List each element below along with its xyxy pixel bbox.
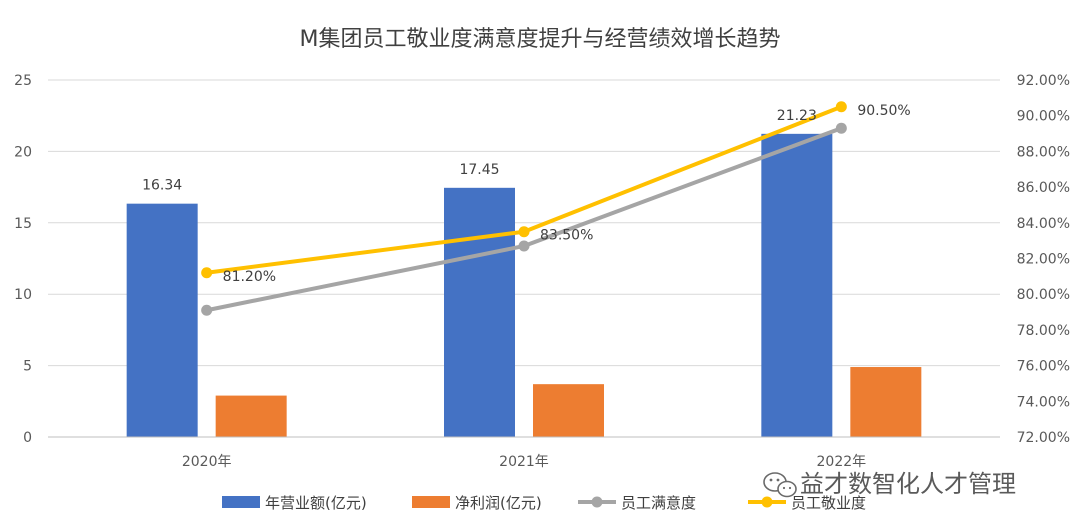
left-tick-label: 0	[23, 430, 32, 446]
bar-data-label: 17.45	[459, 162, 499, 178]
bar	[126, 203, 198, 437]
line-point	[201, 304, 213, 316]
line-point	[518, 226, 530, 238]
x-tick-label: 2022年	[817, 454, 867, 470]
line-data-label: 83.50%	[540, 228, 593, 244]
right-tick-label: 88.00%	[1017, 144, 1070, 160]
left-tick-label: 5	[23, 359, 32, 375]
legend-swatch	[412, 496, 450, 508]
left-tick-label: 10	[14, 287, 32, 303]
chart-title: M集团员工敬业度满意度提升与经营绩效增长趋势	[300, 27, 781, 52]
right-tick-label: 72.00%	[1017, 430, 1070, 446]
right-tick-label: 90.00%	[1017, 109, 1070, 125]
legend-swatch	[222, 496, 260, 508]
watermark: 益才数智化人才管理	[763, 470, 1016, 498]
wechat-icon	[763, 472, 797, 498]
legend-marker	[761, 496, 773, 508]
left-tick-label: 20	[14, 144, 32, 160]
bar	[533, 384, 604, 437]
series-line	[206, 126, 843, 313]
legend-label: 年营业额(亿元)	[265, 494, 367, 512]
bars	[126, 133, 922, 437]
data-labels: 16.34 17.45 21.23 81.20% 83.50% 90.50%	[142, 103, 911, 285]
line-data-label: 81.20%	[223, 269, 276, 285]
line-data-label: 90.50%	[857, 103, 910, 119]
lines	[201, 101, 847, 316]
right-tick-label: 76.00%	[1017, 359, 1070, 375]
legend-marker	[591, 496, 603, 508]
x-tick-label: 2020年	[182, 454, 232, 470]
line-point	[518, 240, 530, 252]
bar	[444, 187, 515, 437]
right-tick-label: 74.00%	[1017, 394, 1070, 410]
right-tick-label: 82.00%	[1017, 252, 1070, 268]
bar	[761, 133, 833, 437]
right-axis: 72.00% 74.00% 76.00% 78.00% 80.00% 82.00% 84.0…	[1017, 73, 1070, 446]
legend-label: 员工满意度	[621, 494, 696, 512]
bar-data-label: 16.34	[142, 178, 182, 194]
left-axis: 0 5 10 15 20 25	[14, 73, 32, 446]
left-tick-label: 15	[14, 216, 32, 232]
gridlines	[48, 79, 1000, 367]
bar	[215, 395, 287, 437]
bar	[850, 367, 922, 437]
right-tick-label: 92.00%	[1017, 73, 1070, 89]
legend: 年营业额(亿元) 净利润(亿元) 员工满意度 员工敬业度	[222, 494, 866, 512]
bar-data-label: 21.23	[777, 108, 817, 124]
right-tick-label: 78.00%	[1017, 323, 1070, 339]
line-point	[835, 122, 847, 134]
legend-label: 净利润(亿元)	[455, 494, 542, 512]
x-tick-label: 2021年	[499, 454, 549, 470]
right-tick-label: 86.00%	[1017, 180, 1070, 196]
right-tick-label: 80.00%	[1017, 287, 1070, 303]
right-tick-label: 84.00%	[1017, 216, 1070, 232]
line-point	[835, 101, 847, 113]
watermark-text: 益才数智化人才管理	[800, 470, 1016, 498]
left-tick-label: 25	[14, 73, 32, 89]
line-point	[201, 267, 213, 279]
x-axis: 2020年 2021年 2022年	[48, 436, 1000, 470]
legend-label: 员工敬业度	[791, 494, 866, 512]
